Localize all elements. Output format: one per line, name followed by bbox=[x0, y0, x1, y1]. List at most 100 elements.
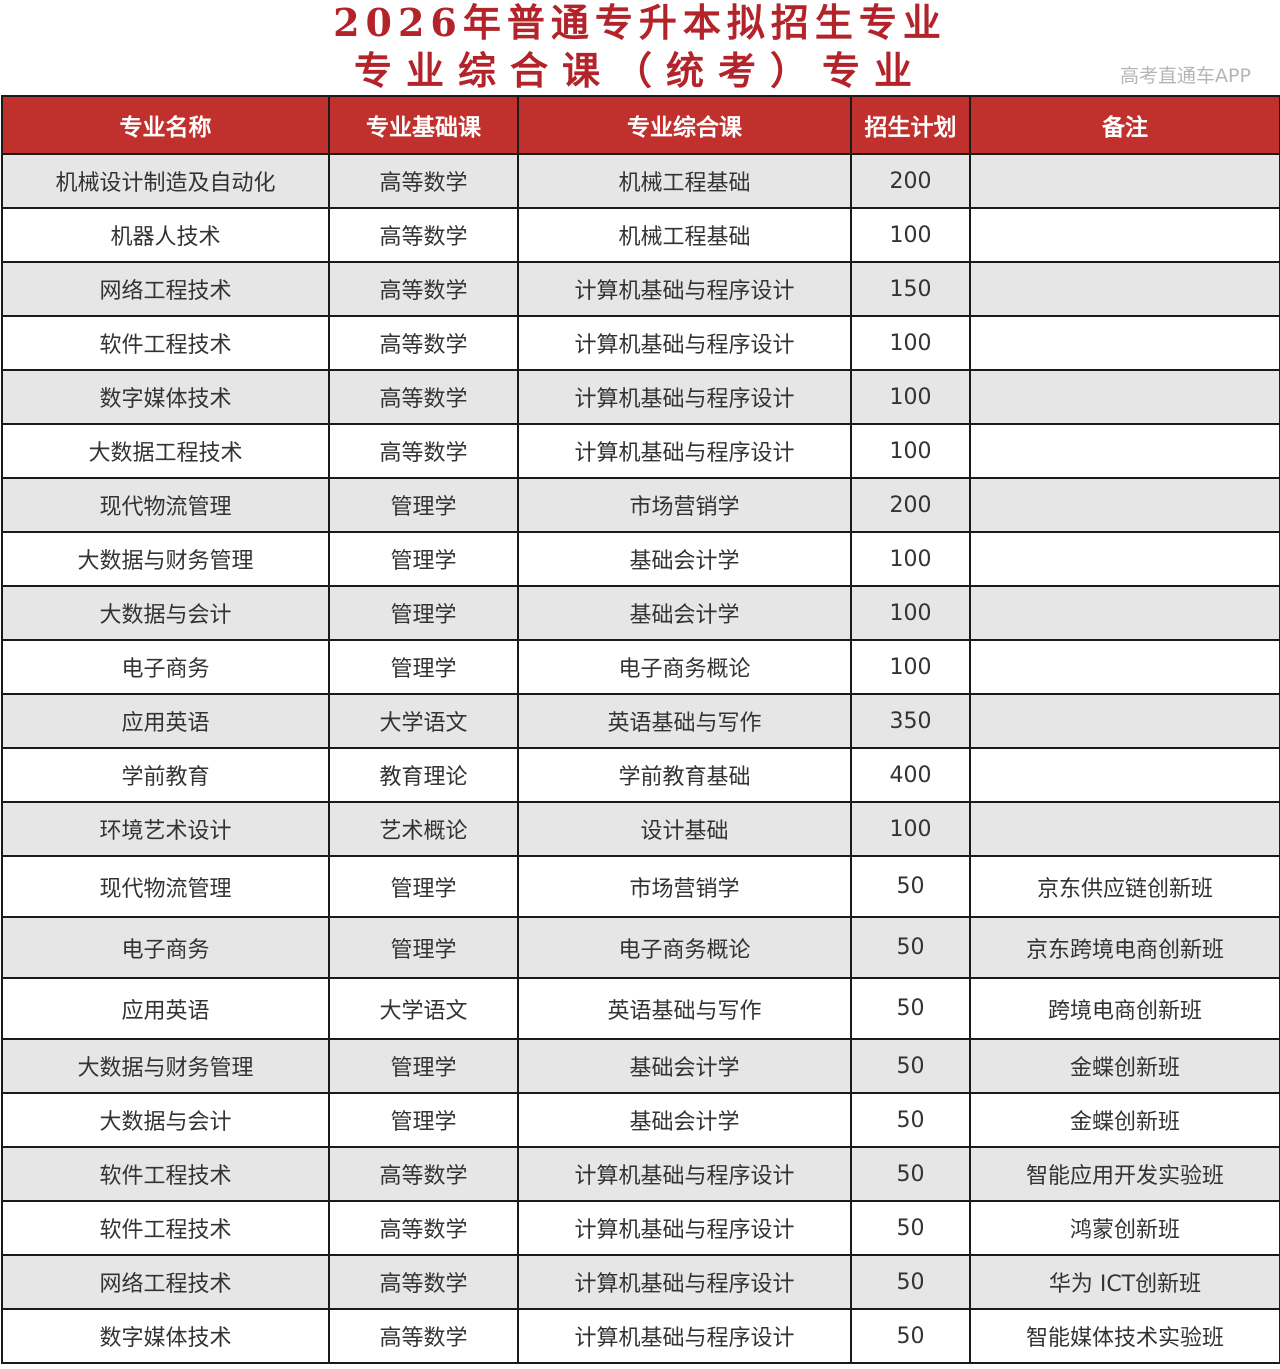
cell-basic-course: 高等数学 bbox=[328, 1146, 519, 1202]
cell-basic-course: 管理学 bbox=[328, 916, 519, 979]
cell-enrollment-plan: 100 bbox=[850, 585, 971, 641]
cell-enrollment-plan: 100 bbox=[850, 207, 971, 263]
cell-major-name: 软件工程技术 bbox=[1, 1200, 330, 1256]
majors-table: 专业名称 专业基础课 专业综合课 招生计划 备注 机械设计制造及自动化 高等数学机… bbox=[1, 95, 1280, 1364]
cell-comprehensive-course: 英语基础与写作 bbox=[517, 977, 852, 1040]
cell-enrollment-plan: 50 bbox=[850, 1038, 971, 1094]
cell-comprehensive-course: 电子商务概论 bbox=[517, 916, 852, 979]
cell-basic-course: 管理学 bbox=[328, 531, 519, 587]
table-row: 学前教育 教育理论 学前教育基础 400 bbox=[1, 747, 1280, 803]
table-row: 网络工程技术 高等数学 计算机基础与程序设计 150 bbox=[1, 261, 1280, 317]
cell-enrollment-plan: 50 bbox=[850, 855, 971, 918]
cell-basic-course: 高等数学 bbox=[328, 1200, 519, 1256]
cell-remarks bbox=[969, 423, 1280, 479]
table-row: 应用英语 大学语文 英语基础与写作 350 bbox=[1, 693, 1280, 749]
table-row: 软件工程技术 高等数学 计算机基础与程序设计 100 bbox=[1, 315, 1280, 371]
cell-basic-course: 高等数学 bbox=[328, 1308, 519, 1364]
header-comprehensive-course: 专业综合课 bbox=[517, 95, 852, 155]
cell-comprehensive-course: 计算机基础与程序设计 bbox=[517, 1200, 852, 1256]
cell-enrollment-plan: 100 bbox=[850, 369, 971, 425]
table-row: 大数据工程技术 高等数学 计算机基础与程序设计 100 bbox=[1, 423, 1280, 479]
cell-comprehensive-course: 计算机基础与程序设计 bbox=[517, 1254, 852, 1310]
cell-remarks bbox=[969, 477, 1280, 533]
table-row: 电子商务 管理学 电子商务概论 100 bbox=[1, 639, 1280, 695]
cell-basic-course: 高等数学 bbox=[328, 153, 519, 209]
cell-remarks: 鸿蒙创新班 bbox=[969, 1200, 1280, 1256]
cell-basic-course: 管理学 bbox=[328, 1092, 519, 1148]
cell-enrollment-plan: 400 bbox=[850, 747, 971, 803]
table-row: 机械设计制造及自动化 高等数学 机械工程基础 200 bbox=[1, 153, 1280, 209]
cell-major-name: 应用英语 bbox=[1, 977, 330, 1040]
cell-remarks bbox=[969, 261, 1280, 317]
cell-remarks: 华为 ICT创新班 bbox=[969, 1254, 1280, 1310]
cell-comprehensive-course: 机械工程基础 bbox=[517, 207, 852, 263]
cell-enrollment-plan: 150 bbox=[850, 261, 971, 317]
cell-major-name: 应用英语 bbox=[1, 693, 330, 749]
cell-basic-course: 管理学 bbox=[328, 639, 519, 695]
cell-major-name: 电子商务 bbox=[1, 639, 330, 695]
cell-remarks bbox=[969, 693, 1280, 749]
cell-major-name: 软件工程技术 bbox=[1, 315, 330, 371]
cell-comprehensive-course: 学前教育基础 bbox=[517, 747, 852, 803]
cell-major-name: 大数据与财务管理 bbox=[1, 1038, 330, 1094]
cell-basic-course: 管理学 bbox=[328, 855, 519, 918]
cell-enrollment-plan: 100 bbox=[850, 639, 971, 695]
cell-basic-course: 教育理论 bbox=[328, 747, 519, 803]
page-title: 2026年普通专升本拟招生专业 bbox=[333, 0, 947, 45]
header-enrollment-plan: 招生计划 bbox=[850, 95, 971, 155]
cell-basic-course: 艺术概论 bbox=[328, 801, 519, 857]
cell-comprehensive-course: 计算机基础与程序设计 bbox=[517, 1146, 852, 1202]
cell-remarks bbox=[969, 801, 1280, 857]
cell-comprehensive-course: 设计基础 bbox=[517, 801, 852, 857]
cell-comprehensive-course: 市场营销学 bbox=[517, 477, 852, 533]
table-row: 环境艺术设计 艺术概论 设计基础 100 bbox=[1, 801, 1280, 857]
cell-major-name: 网络工程技术 bbox=[1, 261, 330, 317]
table-row: 软件工程技术 高等数学 计算机基础与程序设计 50 鸿蒙创新班 bbox=[1, 1200, 1280, 1256]
watermark: 高考直通车APP bbox=[1120, 65, 1251, 87]
cell-enrollment-plan: 50 bbox=[850, 1146, 971, 1202]
cell-enrollment-plan: 100 bbox=[850, 801, 971, 857]
cell-remarks: 京东跨境电商创新班 bbox=[969, 916, 1280, 979]
cell-enrollment-plan: 50 bbox=[850, 916, 971, 979]
cell-basic-course: 管理学 bbox=[328, 477, 519, 533]
cell-comprehensive-course: 基础会计学 bbox=[517, 1092, 852, 1148]
header-remarks: 备注 bbox=[969, 95, 1280, 155]
cell-major-name: 现代物流管理 bbox=[1, 855, 330, 918]
cell-major-name: 电子商务 bbox=[1, 916, 330, 979]
cell-remarks bbox=[969, 369, 1280, 425]
page-subtitle: 专业综合课（统考）专业 bbox=[353, 48, 926, 93]
cell-enrollment-plan: 100 bbox=[850, 531, 971, 587]
cell-major-name: 大数据与会计 bbox=[1, 1092, 330, 1148]
table-row: 大数据与财务管理 管理学 基础会计学 50 金蝶创新班 bbox=[1, 1038, 1280, 1094]
cell-remarks: 跨境电商创新班 bbox=[969, 977, 1280, 1040]
cell-major-name: 网络工程技术 bbox=[1, 1254, 330, 1310]
cell-comprehensive-course: 计算机基础与程序设计 bbox=[517, 261, 852, 317]
cell-basic-course: 高等数学 bbox=[328, 423, 519, 479]
cell-remarks: 智能应用开发实验班 bbox=[969, 1146, 1280, 1202]
cell-comprehensive-course: 市场营销学 bbox=[517, 855, 852, 918]
cell-remarks: 金蝶创新班 bbox=[969, 1092, 1280, 1148]
table-row: 数字媒体技术 高等数学 计算机基础与程序设计 100 bbox=[1, 369, 1280, 425]
cell-remarks: 智能媒体技术实验班 bbox=[969, 1308, 1280, 1364]
cell-remarks bbox=[969, 639, 1280, 695]
cell-basic-course: 管理学 bbox=[328, 1038, 519, 1094]
cell-comprehensive-course: 基础会计学 bbox=[517, 585, 852, 641]
cell-enrollment-plan: 50 bbox=[850, 1254, 971, 1310]
header-basic-course: 专业基础课 bbox=[328, 95, 519, 155]
cell-enrollment-plan: 200 bbox=[850, 153, 971, 209]
cell-remarks bbox=[969, 585, 1280, 641]
cell-remarks bbox=[969, 531, 1280, 587]
cell-comprehensive-course: 计算机基础与程序设计 bbox=[517, 1308, 852, 1364]
cell-major-name: 数字媒体技术 bbox=[1, 1308, 330, 1364]
cell-comprehensive-course: 计算机基础与程序设计 bbox=[517, 315, 852, 371]
table-row: 大数据与会计 管理学 基础会计学 50 金蝶创新班 bbox=[1, 1092, 1280, 1148]
cell-remarks bbox=[969, 747, 1280, 803]
cell-basic-course: 高等数学 bbox=[328, 1254, 519, 1310]
table-row: 电子商务 管理学 电子商务概论 50 京东跨境电商创新班 bbox=[1, 916, 1280, 979]
cell-remarks: 京东供应链创新班 bbox=[969, 855, 1280, 918]
cell-major-name: 大数据与会计 bbox=[1, 585, 330, 641]
table-row: 数字媒体技术 高等数学 计算机基础与程序设计 50 智能媒体技术实验班 bbox=[1, 1308, 1280, 1364]
cell-enrollment-plan: 350 bbox=[850, 693, 971, 749]
cell-major-name: 软件工程技术 bbox=[1, 1146, 330, 1202]
cell-comprehensive-course: 英语基础与写作 bbox=[517, 693, 852, 749]
